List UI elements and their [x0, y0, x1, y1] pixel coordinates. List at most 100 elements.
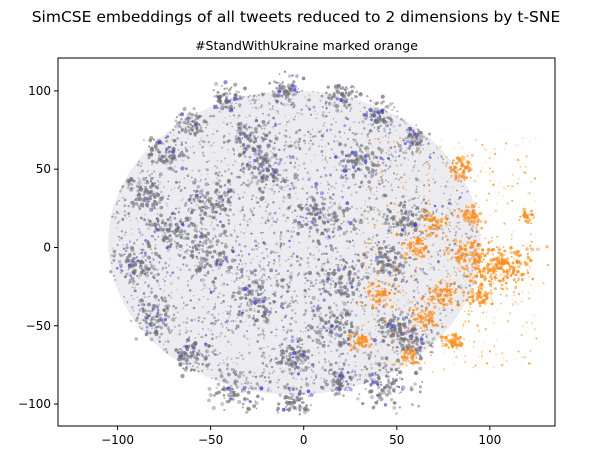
data-point [279, 360, 284, 365]
data-point [220, 102, 225, 108]
data-point [273, 291, 277, 294]
data-point [422, 144, 425, 146]
data-point [201, 151, 205, 154]
data-point [374, 242, 377, 245]
data-point [349, 159, 353, 163]
data-point [435, 146, 438, 149]
data-point [309, 301, 313, 305]
data-point [229, 309, 232, 312]
data-point [256, 289, 259, 292]
data-point [244, 265, 246, 268]
data-point [157, 311, 160, 314]
data-point [264, 123, 267, 127]
data-point [274, 269, 278, 273]
data-point [281, 407, 286, 412]
data-point [407, 135, 409, 137]
data-point [353, 267, 356, 270]
data-point [330, 217, 333, 220]
data-point [286, 358, 291, 362]
data-point [149, 180, 153, 183]
data-point [428, 343, 432, 347]
data-point [339, 159, 343, 163]
data-point [147, 323, 150, 326]
data-point [259, 301, 262, 304]
data-point [415, 335, 418, 338]
data-point [189, 250, 191, 252]
data-point [279, 264, 281, 266]
data-point [458, 228, 461, 230]
data-point [307, 106, 310, 109]
data-point [242, 282, 245, 284]
data-point [413, 132, 417, 136]
data-point [456, 203, 459, 206]
data-point [224, 257, 228, 262]
data-point [243, 173, 246, 175]
data-point [364, 209, 367, 212]
data-point [184, 331, 187, 334]
data-point [144, 309, 147, 311]
data-point [148, 185, 153, 189]
data-point [164, 312, 168, 316]
data-point [326, 276, 330, 281]
data-point [355, 90, 359, 94]
data-point [367, 169, 371, 173]
data-point [297, 272, 301, 275]
data-point [281, 286, 285, 289]
data-point [225, 100, 229, 104]
data-point [255, 182, 259, 186]
data-point [288, 344, 291, 347]
data-point [174, 165, 177, 168]
data-point [422, 236, 424, 239]
data-point [341, 352, 345, 355]
data-point [223, 190, 226, 194]
data-point [127, 282, 130, 285]
data-point [382, 335, 384, 338]
data-point [233, 188, 235, 190]
data-point [315, 338, 319, 342]
data-point [315, 373, 318, 377]
data-point [170, 219, 172, 222]
data-point [237, 400, 242, 404]
data-point [279, 237, 282, 241]
data-point [197, 206, 201, 209]
data-point [307, 178, 311, 182]
data-point [285, 346, 290, 351]
data-point [295, 337, 299, 341]
data-point [186, 243, 188, 246]
base-points [110, 90, 480, 395]
data-point [394, 150, 397, 153]
data-point [368, 139, 371, 142]
data-point [226, 199, 231, 204]
data-point [331, 198, 334, 201]
data-point [442, 158, 445, 161]
data-point [298, 90, 301, 93]
data-point [370, 239, 372, 241]
data-point [218, 362, 221, 365]
data-point [405, 189, 408, 191]
data-point [246, 220, 249, 223]
data-point [417, 197, 419, 200]
data-point [411, 212, 415, 216]
data-point [178, 184, 181, 188]
data-point [206, 249, 208, 251]
data-point [291, 317, 293, 320]
data-point [258, 297, 262, 301]
data-point [342, 86, 345, 89]
data-point [304, 309, 308, 312]
data-point [334, 104, 339, 109]
data-point [261, 190, 265, 194]
data-point [389, 102, 393, 106]
data-point [325, 382, 329, 387]
data-point [204, 342, 208, 346]
data-point [128, 280, 132, 284]
data-point [180, 118, 183, 121]
data-point [311, 142, 315, 146]
data-point [391, 266, 394, 269]
data-point [286, 216, 290, 219]
data-point [344, 116, 348, 120]
data-point [417, 291, 420, 294]
data-point [131, 279, 136, 284]
data-point [307, 287, 310, 290]
data-point [260, 354, 264, 358]
data-point [430, 231, 433, 234]
